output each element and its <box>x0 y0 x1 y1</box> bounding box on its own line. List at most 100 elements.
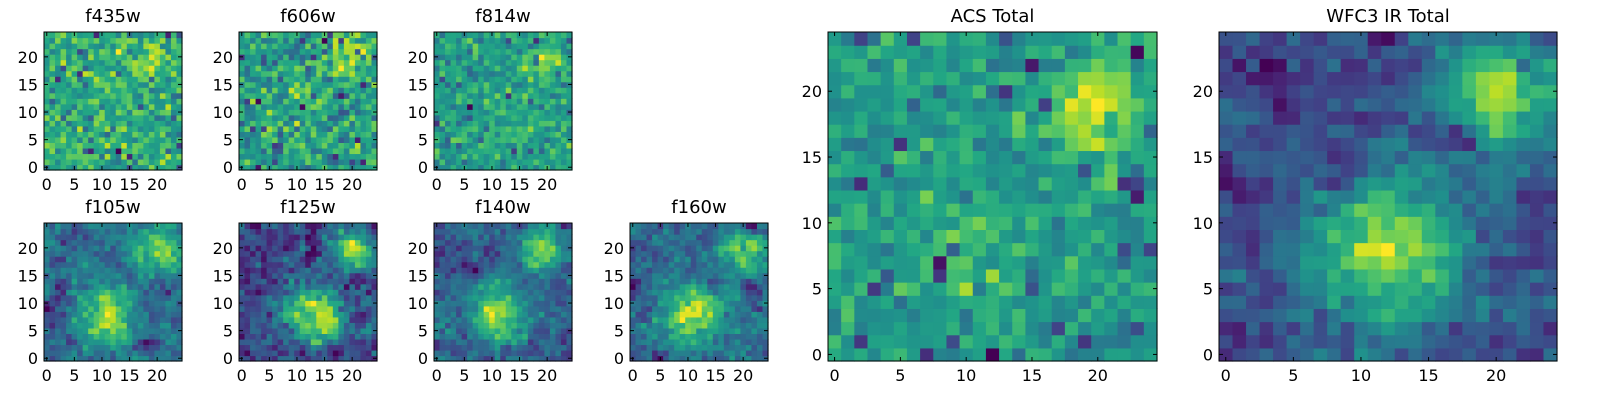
heatmap-cell <box>261 54 268 61</box>
heatmap-cell <box>544 267 551 274</box>
heatmap-cell <box>159 92 167 99</box>
heatmap-cell <box>854 268 869 283</box>
heatmap-cell <box>371 142 378 149</box>
y-tick-label: 10 <box>408 294 428 313</box>
heatmap-cell <box>66 136 73 143</box>
heatmap-cell <box>110 81 117 88</box>
heatmap-cell <box>354 142 362 149</box>
heatmap-cell <box>483 65 490 72</box>
heatmap-cell <box>439 333 446 340</box>
heatmap-cell <box>560 158 568 166</box>
heatmap-cell <box>456 131 463 138</box>
heatmap-cell <box>500 37 507 44</box>
heatmap-cell <box>154 327 161 334</box>
heatmap-cell <box>82 305 89 312</box>
heatmap-cell <box>310 294 317 301</box>
heatmap-cell <box>310 338 317 346</box>
heatmap-cell <box>762 316 769 323</box>
heatmap-cell <box>137 239 144 246</box>
heatmap-cell <box>250 316 257 323</box>
heatmap-cell <box>472 131 479 138</box>
heatmap-cell <box>82 92 89 99</box>
heatmap-cell <box>316 87 323 94</box>
heatmap-cell <box>555 92 562 99</box>
heatmap-cell <box>327 87 334 94</box>
heatmap-cell <box>176 344 183 351</box>
heatmap-cell <box>1104 84 1119 99</box>
heatmap-cell <box>365 261 373 268</box>
heatmap-cell <box>933 255 948 270</box>
heatmap-cell <box>707 316 714 323</box>
heatmap-cell <box>283 92 290 99</box>
heatmap-cell <box>310 267 317 274</box>
heatmap-cell <box>646 327 653 334</box>
heatmap-cell <box>527 76 534 83</box>
heatmap-cell <box>439 239 446 246</box>
heatmap-cell <box>467 311 474 318</box>
heatmap-cell <box>255 289 262 296</box>
heatmap-cell <box>516 48 523 55</box>
heatmap-cell <box>696 344 703 351</box>
heatmap-cell <box>483 98 490 105</box>
heatmap-cell <box>560 272 568 279</box>
heatmap-cell <box>255 344 262 351</box>
heatmap-cell <box>272 70 279 77</box>
heatmap-cell <box>566 333 573 340</box>
heatmap-cell <box>261 131 268 138</box>
heatmap-cell <box>555 54 562 61</box>
heatmap-cell <box>283 311 290 318</box>
heatmap-cell <box>439 300 446 307</box>
heatmap-cell <box>294 54 301 61</box>
heatmap-cell <box>283 300 290 307</box>
heatmap-cell <box>55 131 62 138</box>
heatmap-cell <box>250 65 257 72</box>
heatmap-cell <box>66 164 73 171</box>
heatmap-cell <box>1091 321 1105 336</box>
heatmap-cell <box>933 295 948 309</box>
heatmap-cell <box>1104 124 1119 138</box>
heatmap-cell <box>294 98 301 105</box>
heatmap-cell <box>250 344 257 351</box>
heatmap-cell <box>255 349 262 357</box>
heatmap-cell <box>712 294 719 301</box>
heatmap-cell <box>527 327 534 334</box>
heatmap-cell <box>343 158 350 166</box>
heatmap-cell <box>439 316 446 323</box>
heatmap-cell <box>527 261 534 268</box>
heatmap-cell <box>250 114 257 121</box>
y-tick-label: 0 <box>223 158 233 177</box>
heatmap-cell <box>159 311 167 318</box>
heatmap-cell <box>555 81 562 88</box>
heatmap-cell <box>762 322 769 329</box>
heatmap-cell <box>1051 229 1066 244</box>
heatmap-cell <box>696 327 703 334</box>
heatmap-cell <box>1143 255 1158 270</box>
heatmap-cell <box>445 261 452 268</box>
heatmap-cell <box>560 87 568 94</box>
heatmap-cell <box>494 316 501 323</box>
heatmap-cell <box>566 278 573 285</box>
heatmap-cell <box>321 48 328 55</box>
heatmap-cell <box>1091 97 1105 112</box>
heatmap-cell <box>544 344 551 351</box>
heatmap-cell <box>500 267 507 274</box>
heatmap-cell <box>500 59 507 66</box>
heatmap-cell <box>77 37 84 44</box>
heatmap-cell <box>439 228 446 235</box>
heatmap-cell <box>99 245 106 252</box>
heatmap-cell <box>555 256 562 263</box>
heatmap-cell <box>170 283 178 290</box>
heatmap-cell <box>165 305 172 312</box>
heatmap-cell <box>159 344 167 351</box>
heatmap-cell <box>371 87 378 94</box>
heatmap-cell <box>663 289 670 296</box>
heatmap-cell <box>104 87 111 94</box>
heatmap-cell <box>327 76 334 83</box>
heatmap-cell <box>154 322 161 329</box>
heatmap-cell <box>343 109 350 116</box>
heatmap-cell <box>77 59 84 66</box>
heatmap-cell <box>310 245 317 252</box>
heatmap-cell <box>349 98 356 105</box>
heatmap-cell <box>360 278 367 285</box>
